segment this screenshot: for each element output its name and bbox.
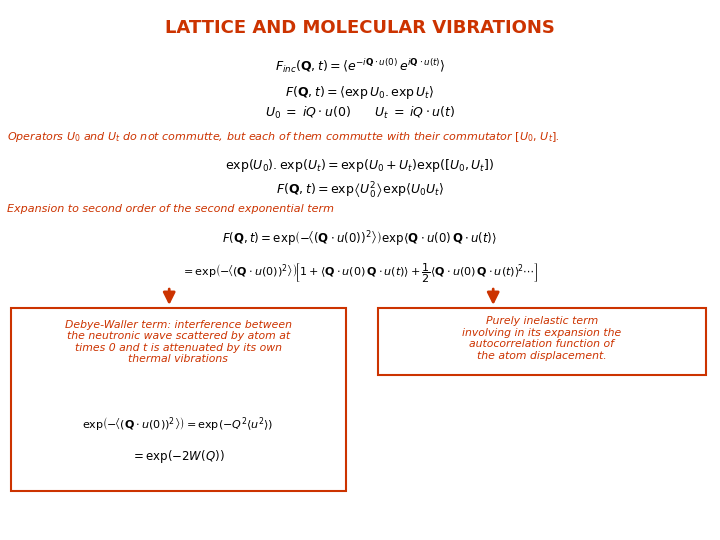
Text: Expansion to second order of the second exponential term: Expansion to second order of the second …: [7, 204, 334, 214]
Text: $F(\mathbf{Q},t) = \exp\!\left\langle U_0^2 \right\rangle \exp\!\left\langle U_0: $F(\mathbf{Q},t) = \exp\!\left\langle U_…: [276, 181, 444, 201]
Text: Debye-Waller term: interference between
the neutronic wave scattered by atom at
: Debye-Waller term: interference between …: [65, 320, 292, 365]
Text: $U_0 \;=\; iQ\cdot u(0) \qquad U_t \;=\; iQ\cdot u(t)$: $U_0 \;=\; iQ\cdot u(0) \qquad U_t \;=\;…: [265, 105, 455, 122]
Text: $= \exp\!\left(-\!\left\langle (\mathbf{Q}\cdot u(0))^2 \right\rangle\right) \!\: $= \exp\!\left(-\!\left\langle (\mathbf{…: [181, 262, 539, 285]
FancyBboxPatch shape: [11, 308, 346, 491]
Text: Purely inelastic term
involving in its expansion the
autocorrelation function of: Purely inelastic term involving in its e…: [462, 316, 621, 361]
Text: $= \exp(-2W(Q))$: $= \exp(-2W(Q))$: [131, 448, 225, 465]
FancyBboxPatch shape: [378, 308, 706, 375]
Text: $F(\mathbf{Q},t) = \left\langle \exp U_0 . \exp U_t \right\rangle$: $F(\mathbf{Q},t) = \left\langle \exp U_0…: [285, 84, 435, 100]
Text: $F(\mathbf{Q},t) = \exp\!\left(-\!\left\langle (\mathbf{Q}\cdot u(0))^2 \right\r: $F(\mathbf{Q},t) = \exp\!\left(-\!\left\…: [222, 230, 498, 249]
Text: LATTICE AND MOLECULAR VIBRATIONS: LATTICE AND MOLECULAR VIBRATIONS: [165, 19, 555, 37]
Text: $\exp(U_0).\exp(U_t) = \exp(U_0 + U_t)\exp([U_0, U_t])$: $\exp(U_0).\exp(U_t) = \exp(U_0 + U_t)\e…: [225, 157, 495, 173]
Text: $F_{inc}(\mathbf{Q},t) = \left\langle e^{-i\mathbf{Q}\cdot u(0)}\, e^{i\mathbf{Q: $F_{inc}(\mathbf{Q},t) = \left\langle e^…: [275, 57, 445, 75]
Text: Operators $U_0$ and $U_t$ do not commutte, but each of them commutte with their : Operators $U_0$ and $U_t$ do not commutt…: [7, 130, 560, 144]
Text: $\exp\!\left(-\!\left\langle (\mathbf{Q}\cdot u(0))^2 \right\rangle\right) = \ex: $\exp\!\left(-\!\left\langle (\mathbf{Q}…: [83, 416, 274, 433]
